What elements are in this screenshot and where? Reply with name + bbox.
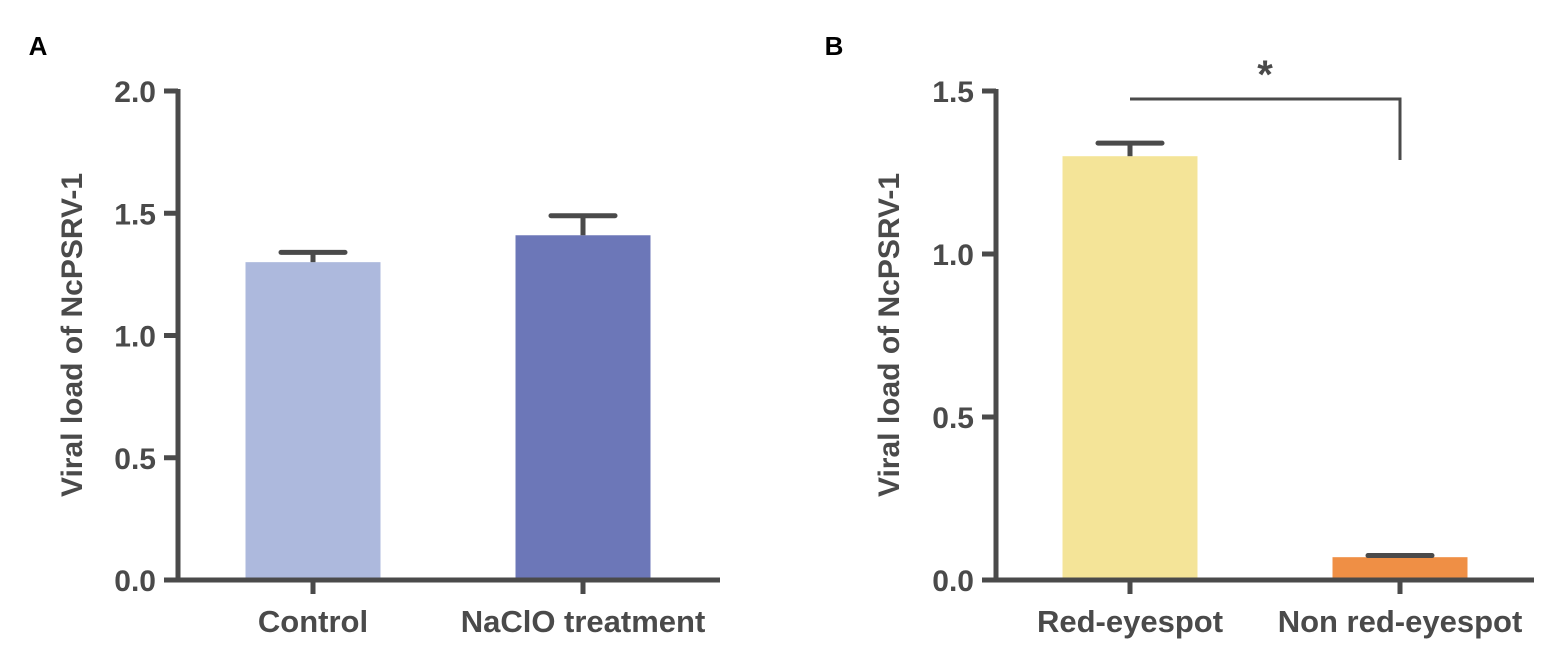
y-tick-label: 0.5 — [114, 443, 156, 476]
significance-label: * — [1257, 53, 1273, 97]
x-tick-label: Red-eyespot — [1037, 604, 1223, 639]
panel-label: A — [29, 31, 48, 61]
bar-1 — [245, 262, 381, 580]
y-axis-label: Viral load of NcPSRV-1 — [56, 173, 89, 497]
y-tick-label: 0.5 — [932, 402, 974, 435]
bar-2 — [515, 235, 651, 580]
y-tick-label: 1.0 — [114, 321, 156, 354]
significance-bracket — [1130, 97, 1402, 160]
y-tick-label: 0.0 — [932, 565, 974, 598]
x-tick-label: Non red-eyespot — [1278, 604, 1523, 639]
y-tick-label: 1.5 — [114, 198, 156, 231]
x-tick-label: Control — [258, 604, 368, 639]
y-tick-label: 0.0 — [114, 565, 156, 598]
y-tick-label: 1.0 — [932, 239, 974, 272]
bar-1 — [1062, 156, 1198, 580]
panel-a-chart: A Viral load of NcPSRV-1 0.0 0.5 1.0 1.5 2.0 Co… — [29, 31, 720, 639]
y-tick-label: 2.0 — [114, 76, 156, 109]
x-tick-label: NaClO treatment — [461, 604, 706, 639]
y-tick-label: 1.5 — [932, 76, 974, 109]
panel-b-chart: B Viral load of NcPSRV-1 0.0 0.5 1.0 1.5 Red-e… — [825, 31, 1534, 639]
bar-2 — [1332, 557, 1468, 580]
panel-label: B — [825, 31, 844, 61]
y-axis-label: Viral load of NcPSRV-1 — [873, 173, 906, 497]
